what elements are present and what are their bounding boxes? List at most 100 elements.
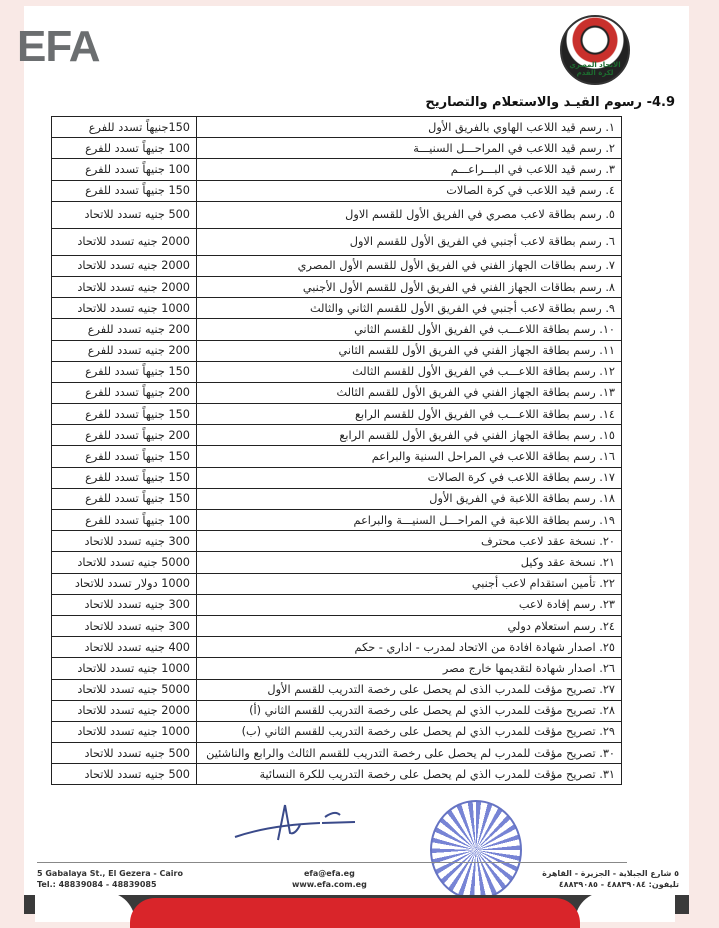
table-row: ٩. رسم بطاقة لاعب أجنبي في الفريق الأول … [51,297,622,320]
table-row: ٤. رسم قيد اللاعب في كرة الصالات 150 جنيه… [51,179,622,202]
table-row: ٢١. نسخة عقد وكيل 5000 جنيه تسدد للاتحاد [51,551,622,574]
fee-description: ١٢. رسم بطاقة اللاعـــب في الفريق الأول … [196,360,622,383]
fee-description: ٢١. نسخة عقد وكيل [196,551,622,574]
fee-description: ٩. رسم بطاقة لاعب أجنبي في الفريق الأول … [196,297,622,320]
phone-text: Tel.: 48839084 - 48839085 [37,880,157,889]
fee-description: ٢٠. نسخة عقد لاعب محترف [196,530,622,553]
fee-description: ١٣. رسم بطاقة الجهاز الفني في الفريق الأ… [196,381,622,405]
fee-amount: 150 جنيهاً تسدد للفرع [51,466,197,489]
table-row: ٢٥. اصدار شهادة افادة من الاتحاد لمدرب -… [51,636,622,659]
table-row: ٢٣. رسم إفادة لاعب 300 جنيه تسدد للاتحاد [51,593,622,616]
fee-amount: 2000 جنيه تسدد للاتحاد [51,227,197,256]
fee-amount: 200 جنيه تسدد للفرع [51,318,197,341]
table-row: ١٤. رسم بطاقة اللاعـــب في الفريق الأول … [51,403,622,426]
fee-description: ٨. رسم بطاقات الجهاز الفني في الفريق الأ… [196,275,622,299]
fee-description: ٣. رسم قيد اللاعب في البـــراعـــم [196,158,622,181]
fee-amount: 150 جنيهاً تسدد للفرع [51,487,197,511]
table-row: ٢٩. تصريح مؤقت للمدرب الذي لم يحصل على ر… [51,720,622,744]
fee-description: ١٧. رسم بطاقة اللاعب في كرة الصالات [196,466,622,489]
fee-amount: 150 جنيهاً تسدد للفرع [51,445,197,468]
fee-amount: 5000 جنيه تسدد للاتحاد [51,551,197,574]
fee-amount: 150 جنيهاً تسدد للفرع [51,360,197,383]
footer-curve-left [35,892,135,922]
table-row: ٢٨. تصريح مؤقت للمدرب الذي لم يحصل على ر… [51,699,622,722]
fee-amount: 100 جنيهاً تسدد للفرع [51,137,197,160]
fee-description: ١٠. رسم بطاقة اللاعـــب في الفريق الأول … [196,318,622,341]
fee-description: ٤. رسم قيد اللاعب في كرة الصالات [196,179,622,202]
table-row: ٨. رسم بطاقات الجهاز الفني في الفريق الأ… [51,275,622,299]
fee-description: ٧. رسم بطاقات الجهاز الفني في الفريق الأ… [196,254,622,277]
table-row: ١٦. رسم بطاقة اللاعب في المراحل السنية و… [51,445,622,468]
fee-amount: 1000 جنيه تسدد للاتحاد [51,297,197,320]
fee-amount: 2000 جنيه تسدد للاتحاد [51,254,197,277]
fee-amount: 200 جنيهاً تسدد للفرع [51,424,197,447]
phone-ar-text: تليفون: ٤٨٨٣٩٠٨٤ - ٤٨٨٣٩٠٨٥ [558,880,679,889]
fee-amount: 150جنيهاً تسدد للفرع [51,115,197,139]
table-row: ٥. رسم بطاقة لاعب مصري في الفريق الأول ل… [51,200,622,229]
fee-description: ١٨. رسم بطاقة اللاعبة في الفريق الأول [196,487,622,511]
fee-description: ٢٣. رسم إفادة لاعب [196,593,622,616]
fee-description: ١٤. رسم بطاقة اللاعـــب في الفريق الأول … [196,403,622,426]
egyptian-football-association-emblem: الاتحاد المصري لكرة القدم [560,15,630,85]
fee-description: ٢٢. تأمين استقدام لاعب أجنبي [196,572,622,595]
fee-description: ٢٤. رسم استعلام دولي [196,614,622,638]
fee-amount: 300 جنيه تسدد للاتحاد [51,530,197,553]
table-row: ٣. رسم قيد اللاعب في البـــراعـــم 100 جن… [51,158,622,181]
fees-table: ١. رسم قيد اللاعب الهاوي بالفريق الأول 15… [51,115,622,786]
fee-description: ١١. رسم بطاقة الجهاز الفني في الفريق الأ… [196,339,622,362]
fee-amount: 500 جنيه تسدد للاتحاد [51,742,197,765]
fee-description: ٣٠. تصريح مؤقت للمدرب لم يحصل على رخصة ا… [196,742,622,765]
fee-amount: 150 جنيهاً تسدد للفرع [51,403,197,426]
section-title: 4.9- رسوم القيـد والاستعلام والتصاريح [425,95,675,110]
fee-description: ١٦. رسم بطاقة اللاعب في المراحل السنية و… [196,445,622,468]
fee-description: ٦. رسم بطاقة لاعب أجنبي في الفريق الأول … [196,227,622,256]
table-row: ١٧. رسم بطاقة اللاعب في كرة الصالات 150 ج… [51,466,622,489]
official-stamp [430,800,522,900]
table-row: ٢. رسم قيد اللاعب في المراحـــل السنيـــ… [51,137,622,160]
address-ar-text: ٥ شارع الجبلاية - الجزيرة - القاهرة [542,869,679,878]
table-row: ١٥. رسم بطاقة الجهاز الفني في الفريق الأ… [51,424,622,447]
footer-contact: efa@efa.eg www.efa.com.eg [292,868,367,890]
fee-description: ٥. رسم بطاقة لاعب مصري في الفريق الأول ل… [196,200,622,229]
table-row: ١٣. رسم بطاقة الجهاز الفني في الفريق الأ… [51,381,622,405]
fee-description: ١٥. رسم بطاقة الجهاز الفني في الفريق الأ… [196,424,622,447]
table-row: ١١. رسم بطاقة الجهاز الفني في الفريق الأ… [51,339,622,362]
fee-amount: 1000 دولار تسدد للاتحاد [51,572,197,595]
fee-amount: 1000 جنيه تسدد للاتحاد [51,657,197,680]
fee-amount: 500 جنيه تسدد للاتحاد [51,763,197,786]
table-row: ١٢. رسم بطاقة اللاعـــب في الفريق الأول … [51,360,622,383]
email-text: efa@efa.eg [304,869,355,878]
table-row: ٢٧. تصريح مؤقت للمدرب الذى لم يحصل على ر… [51,678,622,701]
table-row: ٦. رسم بطاقة لاعب أجنبي في الفريق الأول … [51,227,622,256]
fee-amount: 2000 جنيه تسدد للاتحاد [51,699,197,722]
fee-amount: 400 جنيه تسدد للاتحاد [51,636,197,659]
fee-description: ٢٩. تصريح مؤقت للمدرب الذي لم يحصل على ر… [196,720,622,744]
table-row: ٢٠. نسخة عقد لاعب محترف 300 جنيه تسدد للا… [51,530,622,553]
website-text: www.efa.com.eg [292,880,367,889]
table-row: ١. رسم قيد اللاعب الهاوي بالفريق الأول 15… [51,115,622,139]
fee-description: ١. رسم قيد اللاعب الهاوي بالفريق الأول [196,115,622,139]
table-row: ٢٢. تأمين استقدام لاعب أجنبي 1000 دولار ت… [51,572,622,595]
fee-description: ٢٧. تصريح مؤقت للمدرب الذى لم يحصل على ر… [196,678,622,701]
fee-amount: 200 جنيهاً تسدد للفرع [51,381,197,405]
fee-amount: 500 جنيه تسدد للاتحاد [51,200,197,229]
footer-address-en: 5 Gabalaya St., El Gezera - Cairo Tel.: 4… [37,868,183,890]
efa-logo: EFA [17,22,101,71]
fee-amount: 5000 جنيه تسدد للاتحاد [51,678,197,701]
table-row: ٢٦. اصدار شهادة لتقديمها خارج مصر 1000 جن… [51,657,622,680]
table-row: ٣١. تصريح مؤقت للمدرب الذي لم يحصل على ر… [51,763,622,786]
fee-amount: 100 جنيهاً تسدد للفرع [51,508,197,532]
footer-address-ar: ٥ شارع الجبلاية - الجزيرة - القاهرة تليفو… [542,868,679,890]
fee-description: ٢. رسم قيد اللاعب في المراحـــل السنيـــ… [196,137,622,160]
table-row: ٧. رسم بطاقات الجهاز الفني في الفريق الأ… [51,254,622,277]
footer-curve-right [575,892,675,922]
fee-description: ٣١. تصريح مؤقت للمدرب الذي لم يحصل على ر… [196,763,622,786]
table-row: ١٩. رسم بطاقة اللاعبة في المراحـــل السن… [51,508,622,532]
fee-description: ٢٥. اصدار شهادة افادة من الاتحاد لمدرب -… [196,636,622,659]
footer-red-shape [130,898,580,928]
emblem-text: الاتحاد المصري لكرة القدم [569,61,621,77]
fee-amount: 200 جنيه تسدد للفرع [51,339,197,362]
address-text: 5 Gabalaya St., El Gezera - Cairo [37,869,183,878]
fee-amount: 300 جنيه تسدد للاتحاد [51,614,197,638]
fee-amount: 1000 جنيه تسدد للاتحاد [51,720,197,744]
